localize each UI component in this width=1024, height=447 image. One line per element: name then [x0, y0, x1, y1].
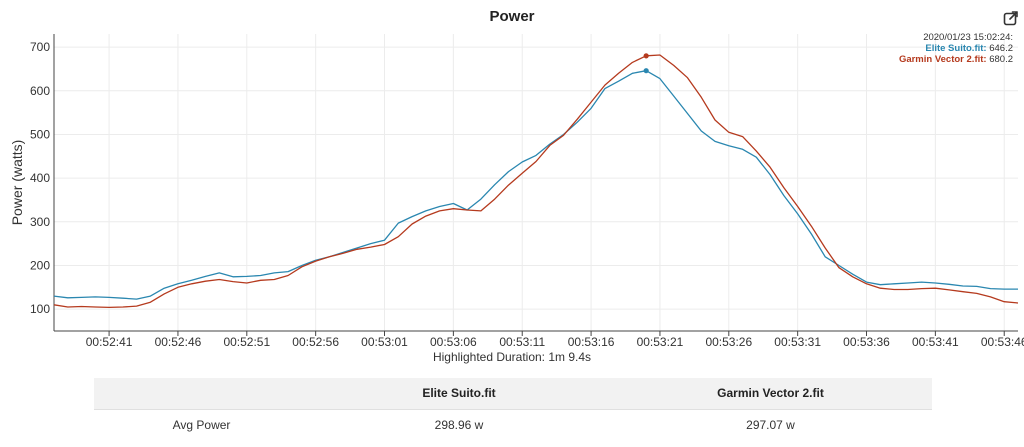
tooltip-series-value: 646.2 — [987, 43, 1013, 54]
x-tick-label: 00:53:26 — [705, 335, 752, 349]
elite-avg-power: 298.96 w — [434, 418, 484, 433]
x-tick-label: 00:53:11 — [499, 335, 545, 349]
table-header-elite: Elite Suito.fit — [309, 378, 609, 410]
series-line-garmin-vector — [53, 54, 1019, 309]
chart-title: Power — [489, 8, 535, 25]
highlighted-duration: Highlighted Duration: 1m 9.4s — [432, 350, 592, 364]
x-tick-label: 00:53:16 — [568, 335, 615, 349]
table-header-garmin: Garmin Vector 2.fit — [609, 378, 932, 410]
table-header-empty — [94, 378, 309, 410]
tooltip-series-value: 680.2 — [987, 54, 1013, 65]
y-tick-label: 700 — [30, 40, 50, 54]
x-tick-label: 00:53:06 — [430, 335, 477, 349]
x-tick-label: 00:52:41 — [86, 335, 133, 349]
x-tick-label: 00:53:21 — [637, 335, 684, 349]
x-tick-label: 00:53:36 — [843, 335, 890, 349]
garmin-avg-power: 297.07 w — [746, 418, 795, 433]
export-icon[interactable] — [1003, 10, 1019, 26]
x-tick-label: 00:52:51 — [223, 335, 270, 349]
highlight-point-elite-suito — [643, 68, 649, 74]
tooltip-series-name: Garmin Vector 2.fit: — [899, 54, 987, 65]
series-line-elite-suito — [53, 70, 1018, 300]
row-label-avg-power: Avg Power — [172, 418, 231, 433]
y-tick-label: 200 — [30, 258, 50, 272]
x-tick-label: 00:53:31 — [774, 335, 821, 349]
x-tick-label: 00:53:41 — [912, 335, 959, 349]
y-axis-label: Power (watts) — [9, 140, 25, 226]
y-tick-label: 100 — [30, 302, 50, 316]
tooltip-row: Garmin Vector 2.fit: 680.2 — [899, 54, 1013, 65]
tooltip-row: Elite Suito.fit: 646.2 — [925, 43, 1013, 54]
y-tick-label: 600 — [30, 84, 50, 98]
y-tick-label: 300 — [30, 215, 50, 229]
highlight-point-garmin-vector — [643, 53, 649, 59]
power-chart: 100 200 300 400 500 600 700 00:52:41 00:52:46 00:… — [9, 32, 1024, 349]
table-row: Avg Power 298.96 w 297.07 w — [94, 409, 932, 441]
y-tick-label: 400 — [30, 171, 50, 185]
table-header-row: Elite Suito.fit Garmin Vector 2.fit — [94, 378, 932, 410]
x-tick-label: 00:53:01 — [361, 335, 408, 349]
x-tick-label: 00:52:46 — [155, 335, 202, 349]
y-tick-label: 500 — [30, 127, 50, 141]
tooltip-series-name: Elite Suito.fit: — [925, 43, 986, 54]
tooltip-time: 2020/01/23 15:02:24: — [923, 32, 1013, 43]
x-tick-label: 00:52:56 — [292, 335, 339, 349]
stats-table: Elite Suito.fit Garmin Vector 2.fit Avg … — [94, 378, 932, 441]
x-tick-label: 00:53:46 — [981, 335, 1024, 349]
